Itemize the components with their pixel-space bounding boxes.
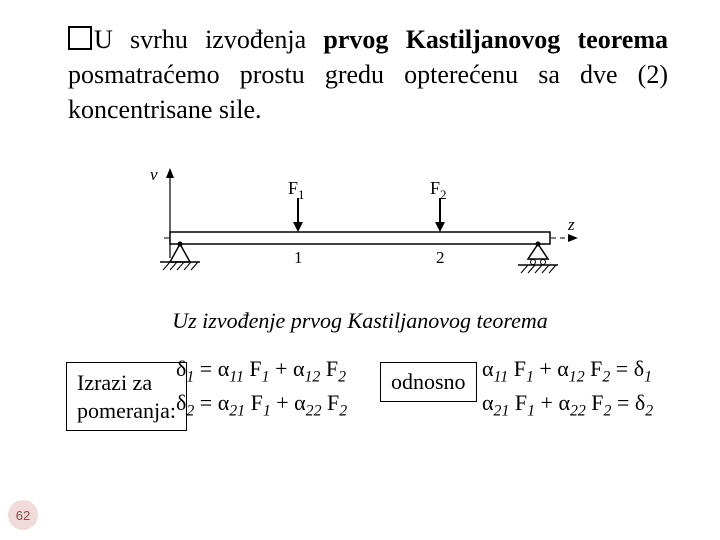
axis-v-arrow-icon: [166, 168, 174, 178]
slide-page: U svrhu izvođenja prvog Kastiljanovog te…: [0, 0, 720, 540]
text-pre: U svrhu izvođenja: [94, 25, 323, 54]
force-2-label: F2: [430, 178, 447, 202]
support-right-pin: [536, 242, 541, 247]
point-2-label: 2: [436, 248, 445, 267]
support-left-hatch: [163, 262, 198, 270]
beam: [170, 232, 550, 244]
support-left-pin: [178, 242, 183, 247]
figure-caption: Uz izvođenje prvog Kastiljanovog teorema: [140, 308, 580, 334]
equations-right: α11 F1 + α12 F2 = δ1 α21 F1 + α22 F2 = δ…: [482, 354, 653, 422]
support-right-roller-1: [531, 260, 536, 265]
eq-left-2: δ2 = α21 F1 + α22 F2: [176, 388, 347, 422]
text-post: posmatraćemo prostu gredu opterećenu sa …: [68, 60, 668, 124]
support-right-hatch: [521, 265, 556, 273]
eq-right-1: α11 F1 + α12 F2 = δ1: [482, 354, 653, 388]
eq-right-2: α21 F1 + α22 F2 = δ2: [482, 388, 653, 422]
bullet-square-icon: [68, 26, 92, 50]
axis-z-label: z: [567, 215, 575, 234]
axis-v-label: v: [150, 168, 158, 184]
equations-left: δ1 = α11 F1 + α12 F2 δ2 = α21 F1 + α22 F…: [176, 354, 347, 422]
point-1-label: 1: [294, 248, 303, 267]
text-bold: prvog Kastiljanovog teorema: [323, 25, 668, 54]
izrazi-box: Izrazi za pomeranja:: [66, 362, 187, 431]
page-number: 62: [8, 500, 38, 530]
axis-z-arrow-icon: [568, 234, 578, 242]
support-left-icon: [170, 244, 190, 262]
izrazi-line-1: Izrazi za: [77, 370, 152, 395]
eq-left-1: δ1 = α11 F1 + α12 F2: [176, 354, 347, 388]
force-2-arrow-icon: [435, 222, 445, 232]
force-1-label: F1: [288, 178, 305, 202]
support-right-roller-2: [541, 260, 546, 265]
odnosno-box: odnosno: [380, 362, 477, 402]
beam-figure: v z F1 1 F2 2: [140, 168, 580, 288]
main-paragraph: U svrhu izvođenja prvog Kastiljanovog te…: [68, 22, 668, 127]
odnosno-text: odnosno: [391, 369, 466, 394]
izrazi-line-2: pomeranja:: [77, 398, 176, 423]
force-1-arrow-icon: [293, 222, 303, 232]
